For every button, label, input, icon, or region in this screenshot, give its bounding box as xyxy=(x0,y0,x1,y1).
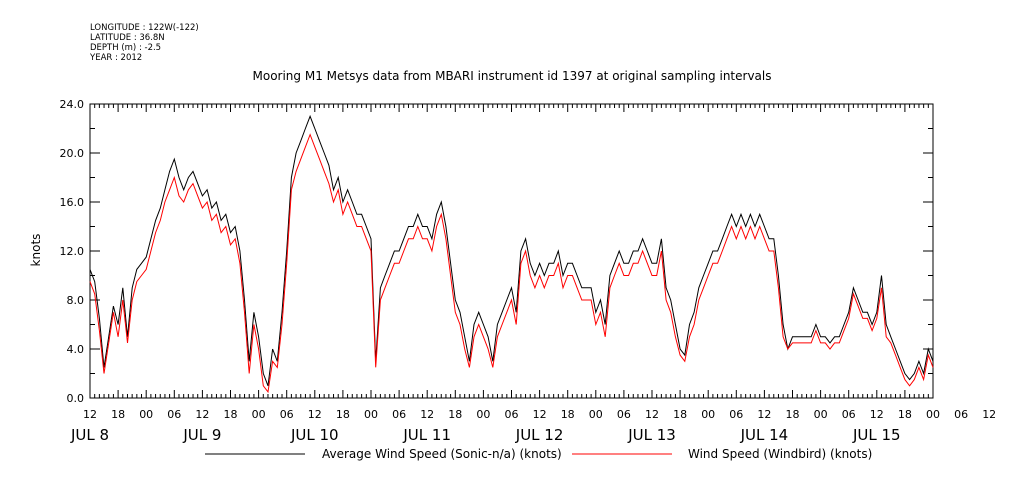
y-axis: 0.0 4.0 8.0 12.0 16.0 20.0 24.0 xyxy=(60,98,933,405)
x-hour-tick-label: 12 xyxy=(645,408,659,421)
x-date-label: JUL 13 xyxy=(627,426,676,444)
x-hour-tick-label: 00 xyxy=(139,408,153,421)
x-hour-tick-label: 06 xyxy=(617,408,631,421)
legend-label-windbird: Wind Speed (Windbird) (knots) xyxy=(688,447,872,461)
x-hour-tick-label: 12 xyxy=(982,408,996,421)
x-hour-tick-label: 06 xyxy=(729,408,743,421)
y-axis-label: knots xyxy=(29,234,43,267)
x-date-label: JUL 12 xyxy=(515,426,564,444)
x-hour-tick-label: 12 xyxy=(757,408,771,421)
series-line-average-wind-speed xyxy=(89,114,934,386)
x-hour-tick-label: 12 xyxy=(83,408,97,421)
x-hour-tick-label: 18 xyxy=(786,408,800,421)
x-hour-tick-label: 18 xyxy=(673,408,687,421)
x-date-label: JUL 11 xyxy=(402,426,451,444)
y-tick-label: 0.0 xyxy=(67,392,85,405)
x-hour-tick-label: 06 xyxy=(280,408,294,421)
x-date-label: JUL 9 xyxy=(182,426,221,444)
x-date-label: JUL 14 xyxy=(740,426,789,444)
x-hour-tick-label: 18 xyxy=(448,408,462,421)
x-hour-tick-label: 06 xyxy=(167,408,181,421)
y-tick-label: 16.0 xyxy=(60,196,85,209)
x-hour-tick-label: 18 xyxy=(898,408,912,421)
meta-longitude: LONGITUDE : 122W(-122) xyxy=(90,23,199,33)
y-tick-label: 20.0 xyxy=(60,147,85,160)
x-hour-tick-label: 06 xyxy=(842,408,856,421)
plot-frame xyxy=(89,103,934,399)
x-hour-tick-label: 00 xyxy=(476,408,490,421)
x-date-label: JUL 10 xyxy=(290,426,339,444)
x-hour-tick-label: 18 xyxy=(336,408,350,421)
x-date-label: JUL 8 xyxy=(70,426,109,444)
x-hour-tick-label: 00 xyxy=(701,408,715,421)
x-hour-tick-label: 18 xyxy=(224,408,238,421)
meta-latitude: LATITUDE : 36.8N xyxy=(90,33,165,43)
legend-label-average: Average Wind Speed (Sonic-n/a) (knots) xyxy=(322,447,562,461)
x-hour-tick-label: 12 xyxy=(308,408,322,421)
y-tick-label: 12.0 xyxy=(60,245,85,258)
x-hour-tick-label: 12 xyxy=(533,408,547,421)
y-tick-label: 4.0 xyxy=(67,343,85,356)
series-layer xyxy=(89,114,934,394)
x-date-label: JUL 15 xyxy=(852,426,901,444)
y-tick-label: 8.0 xyxy=(67,294,85,307)
x-hour-tick-label: 00 xyxy=(589,408,603,421)
legend: Average Wind Speed (Sonic-n/a) (knots) W… xyxy=(205,447,872,461)
x-hour-tick-label: 18 xyxy=(111,408,125,421)
x-hour-tick-label: 00 xyxy=(252,408,266,421)
x-hour-tick-label: 00 xyxy=(926,408,940,421)
x-hour-tick-label: 12 xyxy=(420,408,434,421)
meta-depth: DEPTH (m) : -2.5 xyxy=(90,43,161,53)
x-hour-tick-label: 12 xyxy=(195,408,209,421)
x-hour-tick-label: 06 xyxy=(392,408,406,421)
x-hour-tick-label: 06 xyxy=(505,408,519,421)
x-hour-tick-label: 00 xyxy=(364,408,378,421)
x-axis: 12 18 00 06 12 18 00 06 12 18 00 06 12 18 00 06 12 18 00 06… xyxy=(70,104,996,444)
meta-year: YEAR : 2012 xyxy=(89,53,142,63)
x-hour-tick-label: 06 xyxy=(954,408,968,421)
x-hour-tick-label: 12 xyxy=(870,408,884,421)
chart-title: Mooring M1 Metsys data from MBARI instru… xyxy=(253,69,772,83)
y-tick-label: 24.0 xyxy=(60,98,85,111)
series-line-windbird-wind-speed xyxy=(89,133,934,394)
x-hour-tick-label: 18 xyxy=(561,408,575,421)
x-hour-tick-label: 00 xyxy=(814,408,828,421)
